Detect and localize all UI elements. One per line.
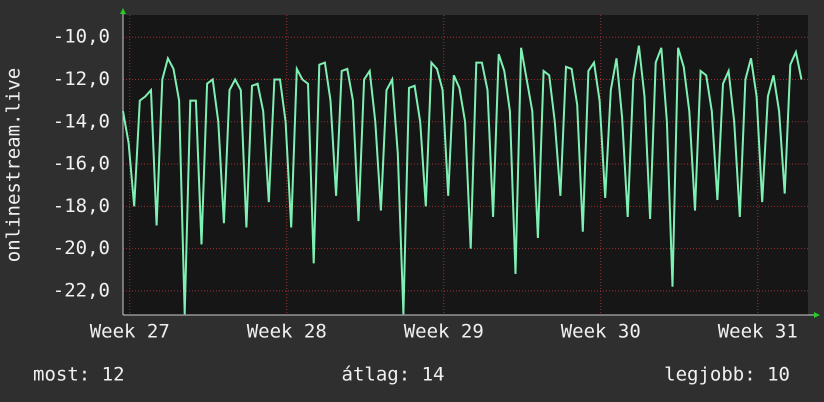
y-tick-label: -10,0	[53, 26, 110, 48]
legend-text: legjobb: 10	[664, 364, 790, 386]
plot-area	[123, 15, 808, 315]
y-tick-label: -12,0	[53, 68, 110, 90]
y-axis-label: onlinestream.live	[3, 68, 25, 262]
x-tick-label: Week 28	[247, 321, 327, 343]
axis-arrow	[814, 312, 820, 318]
x-tick-label: Week 30	[561, 321, 641, 343]
x-tick-label: Week 31	[718, 321, 798, 343]
grid	[123, 15, 808, 315]
legend-text: átlag: 14	[342, 364, 445, 386]
legend-text: most: 12	[33, 364, 125, 386]
y-tick-label: -14,0	[53, 110, 110, 132]
y-tick-label: -16,0	[53, 153, 110, 175]
y-tick-label: -18,0	[53, 195, 110, 217]
data-line	[122, 45, 803, 315]
x-tick-label: Week 29	[404, 321, 484, 343]
y-tick-label: -20,0	[53, 237, 110, 259]
x-tick-label: Week 27	[90, 321, 170, 343]
y-tick-label: -22,0	[53, 279, 110, 301]
axis-arrow	[120, 8, 126, 14]
